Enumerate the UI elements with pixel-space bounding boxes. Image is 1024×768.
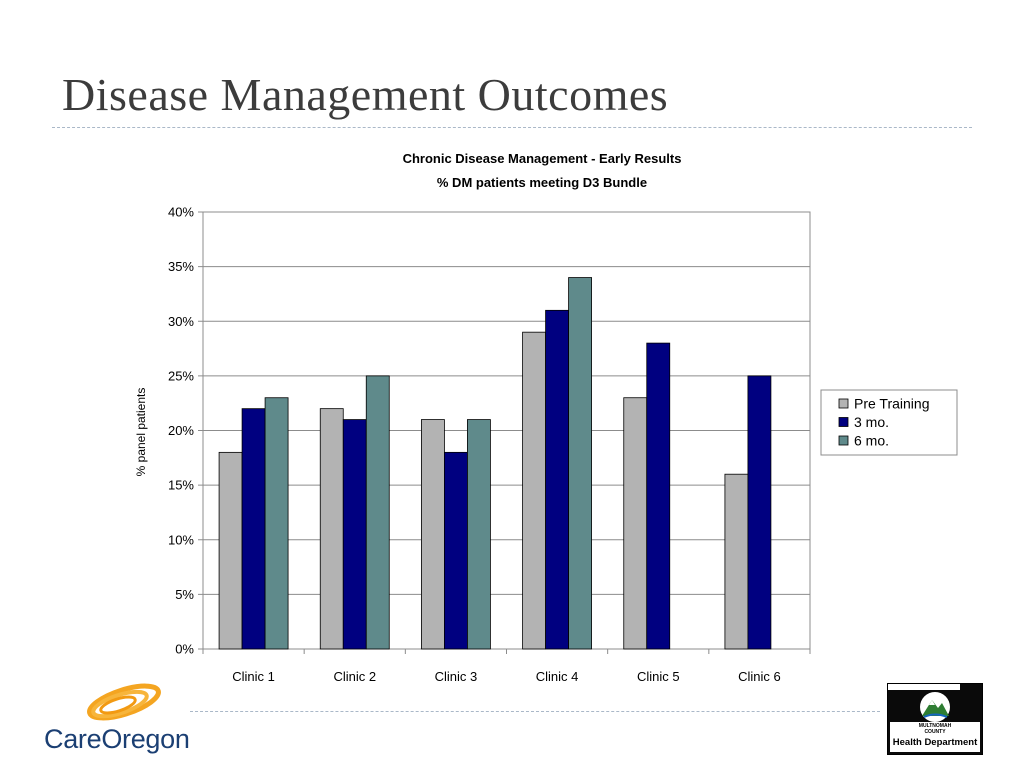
careoregon-swirl-icon	[87, 683, 161, 721]
x-tick-label: Clinic 2	[333, 669, 376, 684]
careoregon-wordmark: CareOregon	[44, 724, 190, 754]
county-name-line-2: COUNTY	[924, 729, 946, 735]
x-tick-label: Clinic 6	[738, 669, 781, 684]
x-tick-label: Clinic 4	[536, 669, 579, 684]
bar	[342, 419, 367, 650]
slide-title: Disease Management Outcomes	[62, 69, 669, 120]
bar	[444, 451, 468, 650]
bar	[218, 451, 243, 650]
legend-swatch	[838, 435, 849, 446]
footer-divider	[190, 711, 880, 712]
chart-title: Chronic Disease Management - Early Resul…	[403, 151, 682, 166]
bar	[319, 408, 344, 650]
chart-subtitle: % DM patients meeting D3 Bundle	[437, 175, 647, 190]
bar	[747, 375, 772, 650]
legend-label: 3 mo.	[854, 414, 889, 430]
bar	[646, 342, 671, 650]
bar	[545, 309, 569, 650]
bar	[467, 419, 491, 650]
bar	[365, 375, 390, 650]
y-tick-label: 10%	[168, 532, 194, 547]
legend-swatch	[838, 417, 849, 427]
bar	[568, 277, 592, 650]
careoregon-logo: CareOregon	[44, 680, 204, 760]
y-tick-label: 5%	[175, 587, 194, 602]
county-name-line-1: MULTNOMAH	[918, 723, 952, 729]
x-tick-label: Clinic 3	[435, 669, 478, 684]
x-tick-label: Clinic 5	[637, 669, 680, 684]
bar	[724, 473, 749, 650]
title-divider	[52, 127, 972, 128]
y-axis-label: % panel patients	[134, 388, 148, 477]
mountain-emblem-icon	[920, 692, 950, 722]
x-tick-label: Clinic 1	[232, 669, 275, 684]
multnomah-county-logo: MULTNOMAH COUNTY Health Department	[887, 683, 983, 755]
y-tick-label: 0%	[175, 642, 194, 657]
legend-label: Pre Training	[854, 396, 929, 412]
y-tick-label: 30%	[168, 314, 194, 329]
y-tick-label: 35%	[168, 259, 194, 274]
legend-swatch	[838, 398, 849, 409]
bar	[421, 419, 445, 650]
y-tick-label: 25%	[168, 368, 194, 383]
y-tick-label: 15%	[168, 478, 194, 493]
y-tick-label: 20%	[168, 423, 194, 438]
legend-label: 6 mo.	[854, 433, 889, 449]
health-department-label: Health Department	[892, 737, 978, 748]
bar	[264, 397, 289, 650]
y-tick-label: 40%	[168, 205, 194, 220]
bar	[241, 408, 266, 650]
bar	[522, 331, 546, 650]
bar	[623, 397, 648, 650]
